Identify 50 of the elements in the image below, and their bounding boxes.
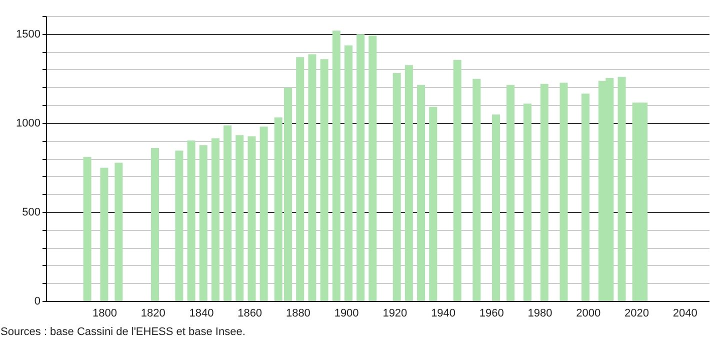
- bar: [199, 145, 208, 301]
- y-tick-label: 0: [34, 296, 40, 308]
- bar: [453, 60, 462, 301]
- bar: [260, 126, 268, 301]
- bar: [248, 136, 256, 301]
- bar: [175, 150, 184, 301]
- x-tick-label: 1900: [334, 308, 359, 320]
- bar: [332, 30, 340, 301]
- bar: [472, 78, 481, 301]
- x-tick-label: 1860: [238, 308, 262, 320]
- bar: [506, 84, 515, 301]
- bar: [404, 65, 413, 301]
- x-tick-label: 1800: [92, 308, 117, 320]
- bar: [308, 54, 316, 301]
- bar: [211, 138, 220, 301]
- bar: [560, 82, 568, 301]
- x-tick-label: 1920: [382, 308, 408, 320]
- bar: [114, 162, 123, 301]
- bar: [540, 84, 548, 301]
- y-tick-label: 1000: [16, 117, 40, 130]
- bar: [492, 114, 500, 301]
- x-tick-label: 1940: [431, 308, 456, 320]
- source-note: Sources : base Cassini de l'EHESS et base Insee.: [0, 326, 246, 338]
- bar: [581, 94, 590, 301]
- bar: [368, 36, 377, 301]
- bar: [320, 59, 328, 301]
- bar: [296, 57, 304, 301]
- bar: [356, 34, 365, 301]
- bar: [429, 106, 438, 301]
- bar: [344, 45, 352, 301]
- bar: [100, 168, 108, 301]
- x-tick-label: 2020: [624, 308, 650, 320]
- bar: [417, 84, 426, 301]
- bar: [187, 140, 196, 301]
- bar: [618, 76, 626, 301]
- x-tick-label: 2040: [672, 308, 698, 320]
- x-tick-label: 1980: [528, 308, 552, 320]
- bar: [236, 135, 244, 301]
- bar: [523, 104, 532, 301]
- y-tick-label: 500: [22, 206, 40, 218]
- x-tick-label: 1960: [479, 308, 504, 320]
- bar: [150, 148, 159, 301]
- x-tick-label: 1880: [286, 308, 310, 320]
- x-tick-label: 1840: [189, 308, 214, 320]
- x-tick-label: 1820: [140, 308, 166, 320]
- x-tick-label: 2000: [576, 308, 601, 320]
- y-tick-label: 1500: [16, 28, 40, 40]
- bar: [224, 125, 232, 301]
- bar: [392, 73, 401, 301]
- bar: [83, 156, 92, 301]
